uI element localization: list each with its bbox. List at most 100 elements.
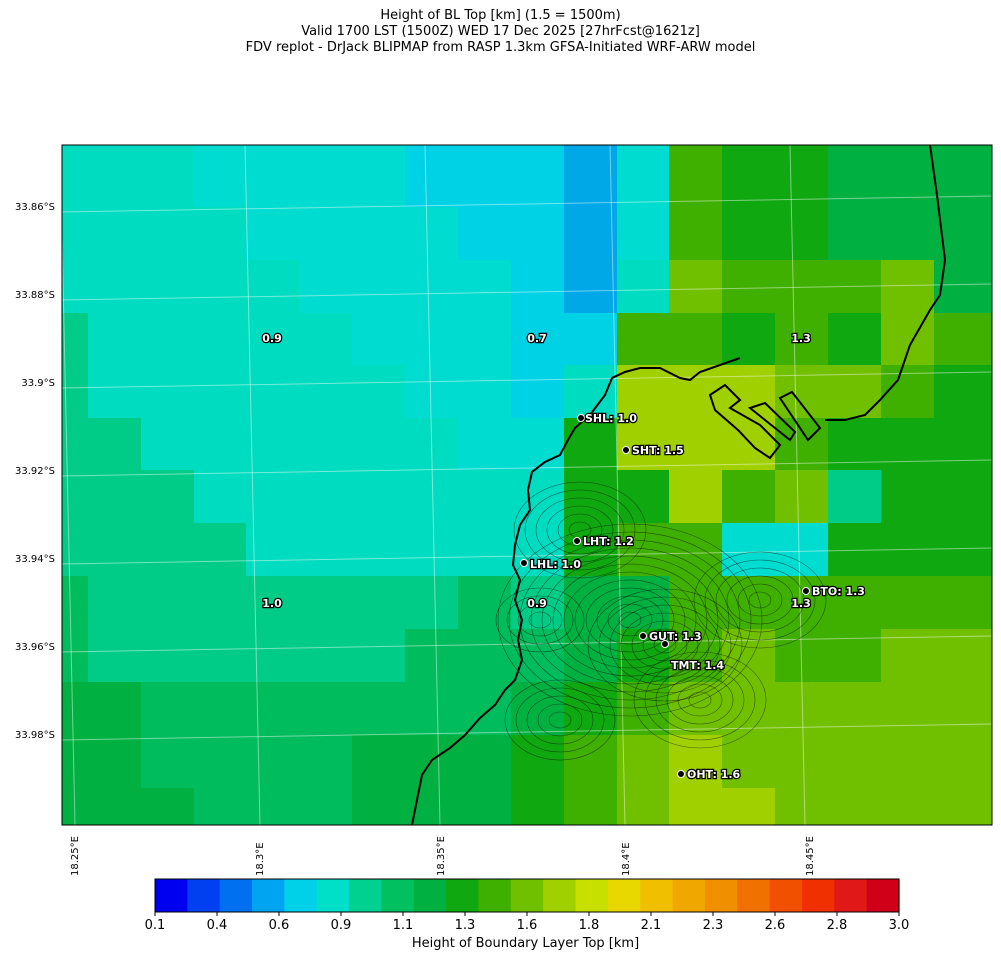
terrain-contour <box>715 567 805 633</box>
grid-cell <box>299 418 353 471</box>
grid-cell <box>828 629 882 683</box>
terrain-contour <box>528 611 552 629</box>
grid-cell <box>511 207 565 261</box>
grid-cell <box>458 260 512 314</box>
grid-cell <box>511 313 565 366</box>
grid-cell <box>246 523 300 577</box>
station-marker[interactable] <box>577 414 585 422</box>
grid-cell <box>722 260 776 314</box>
grid-cell <box>775 523 829 577</box>
grid-cell <box>564 260 618 314</box>
grid-cell <box>405 682 459 736</box>
colorbar-swatch <box>543 879 577 912</box>
grid-cell <box>405 145 459 156</box>
grid-cell <box>299 155 353 208</box>
station-marker[interactable] <box>573 537 581 545</box>
grid-cell <box>62 735 89 789</box>
grid-cell <box>828 682 882 736</box>
grid-cell <box>88 788 142 825</box>
terrain-contour <box>655 667 745 733</box>
grid-cell <box>828 155 882 208</box>
grid-cell <box>246 470 300 524</box>
station-marker[interactable] <box>661 640 669 648</box>
grid-cell <box>88 365 142 419</box>
grid-cell <box>617 470 670 524</box>
grid-cell <box>88 682 142 736</box>
colorbar-swatch <box>510 879 544 912</box>
grid-cell <box>669 470 723 524</box>
colorbar-swatch <box>607 879 641 912</box>
terrain-contour <box>737 583 783 617</box>
grid-cell <box>299 470 353 524</box>
grid-cell <box>934 629 992 683</box>
grid-cell <box>352 682 406 736</box>
colorbar-swatch <box>575 879 609 912</box>
grid-cell <box>564 682 618 736</box>
station-marker[interactable] <box>677 770 685 778</box>
terrain-contour <box>557 513 603 547</box>
grid-cell <box>62 576 89 630</box>
grid-cell <box>617 735 670 789</box>
grid-cell <box>828 207 882 261</box>
grid-cell <box>669 735 723 789</box>
grid-cell <box>669 155 723 208</box>
station-marker[interactable] <box>639 632 647 640</box>
terrain-contour <box>704 559 816 641</box>
grid-cell <box>617 788 670 825</box>
grid-cell <box>669 523 723 577</box>
latitude-label: 33.9°S <box>21 378 55 389</box>
colorbar-tick-label: 2.8 <box>826 918 848 933</box>
station-label: SHL: 1.0 <box>585 412 637 425</box>
colorbar-label: Height of Boundary Layer Top [km] <box>411 936 640 951</box>
colorbar-swatch <box>737 879 771 912</box>
terrain-contour <box>524 489 636 571</box>
grid-value-label: 0.9 <box>527 597 547 610</box>
terrain-contour <box>563 571 697 669</box>
grid-cell <box>246 735 300 789</box>
title-line-1: Height of BL Top [km] (1.5 = 1500m) <box>380 8 621 23</box>
grid-cell <box>775 260 829 314</box>
station-marker[interactable] <box>802 587 810 595</box>
grid-cell <box>246 260 300 314</box>
grid-cell <box>669 418 723 471</box>
station-marker[interactable] <box>520 559 528 567</box>
terrain-contour <box>526 695 594 745</box>
terrain-contour <box>574 579 686 661</box>
colorbar-swatch <box>640 879 674 912</box>
grid-cell <box>88 207 142 261</box>
grid-cell <box>775 313 829 366</box>
terrain-contour <box>541 555 719 685</box>
colorbar-tick-label: 2.6 <box>764 918 786 933</box>
grid-cell <box>194 313 247 366</box>
lon-gridline <box>609 145 626 825</box>
grid-cell <box>722 470 776 524</box>
grid-cell <box>881 207 935 261</box>
grid-cell <box>881 365 935 419</box>
grid-cell <box>458 155 512 208</box>
terrain-contour <box>688 691 712 709</box>
station-marker[interactable] <box>622 446 630 454</box>
grid-cell <box>194 788 247 825</box>
grid-cell <box>141 682 195 736</box>
grid-cell <box>299 145 353 156</box>
terrain-contour <box>548 711 572 729</box>
grid-cell <box>511 788 565 825</box>
grid-cell <box>564 629 618 683</box>
grid-cell <box>828 260 882 314</box>
grid-cell <box>246 313 300 366</box>
grid-cell <box>775 470 829 524</box>
grid-cell <box>405 313 459 366</box>
grid-value-label: 0.9 <box>262 332 282 345</box>
grid-cell <box>299 735 353 789</box>
grid-cell <box>669 145 723 156</box>
grid-cell <box>352 155 406 208</box>
grid-cell <box>88 523 142 577</box>
terrain-contour <box>666 675 734 725</box>
grid-cell <box>194 418 247 471</box>
grid-cell <box>194 629 247 683</box>
grid-cell <box>828 576 882 630</box>
terrain-contour <box>644 659 756 741</box>
grid-cell <box>775 145 829 156</box>
grid-cell <box>511 365 565 419</box>
